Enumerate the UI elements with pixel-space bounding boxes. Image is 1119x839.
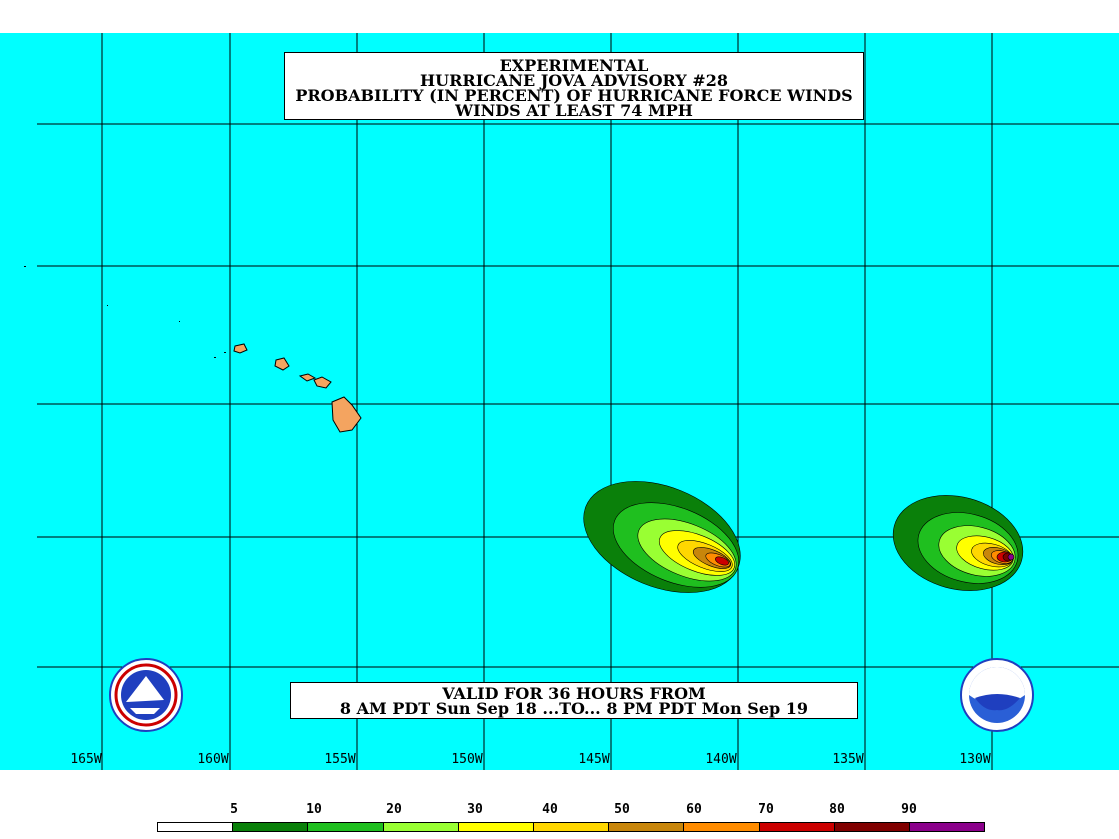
legend-label-10: 10 bbox=[306, 802, 322, 817]
valid-line-2: 8 AM PDT Sun Sep 18 ...TO... 8 PM PDT Mo… bbox=[339, 699, 809, 718]
legend-swatch bbox=[608, 823, 684, 831]
legend-swatch bbox=[158, 823, 233, 831]
small-islets bbox=[24, 266, 226, 358]
lon-label-165w: 165W bbox=[70, 752, 102, 767]
lon-label-145w: 145W bbox=[578, 752, 610, 767]
valid-period-box: VALID FOR 36 HOURS FROM 8 AM PDT Sun Sep… bbox=[290, 682, 858, 719]
legend-swatch bbox=[457, 823, 533, 831]
lon-label-140w: 140W bbox=[705, 752, 737, 767]
nws-logo-icon bbox=[109, 658, 183, 732]
legend-color-bar bbox=[157, 822, 985, 832]
island-oahu bbox=[274, 357, 290, 371]
lat-lon-grid bbox=[37, 33, 1119, 770]
legend-swatch bbox=[908, 823, 985, 831]
map-title-box: EXPERIMENTAL HURRICANE JOVA ADVISORY #28… bbox=[284, 52, 864, 120]
legend-swatch bbox=[232, 823, 308, 831]
lon-label-160w: 160W bbox=[197, 752, 229, 767]
legend-swatch bbox=[758, 823, 834, 831]
title-line-2: HURRICANE JOVA ADVISORY #28 bbox=[420, 71, 728, 90]
legend-label-90: 90 bbox=[901, 802, 917, 817]
ocean-area bbox=[0, 33, 1119, 770]
island-kauai bbox=[233, 343, 248, 354]
legend-swatch bbox=[307, 823, 383, 831]
hawaii-islands bbox=[233, 343, 362, 433]
probability-contours-west bbox=[583, 481, 741, 593]
lon-label-150w: 150W bbox=[451, 752, 483, 767]
island-hawaii bbox=[331, 396, 362, 433]
lon-label-155w: 155W bbox=[324, 752, 356, 767]
legend-label-20: 20 bbox=[386, 802, 402, 817]
legend-label-5: 5 bbox=[230, 802, 238, 817]
legend-label-80: 80 bbox=[829, 802, 845, 817]
lon-label-135w: 135W bbox=[832, 752, 864, 767]
legend-swatch bbox=[382, 823, 458, 831]
legend-swatch bbox=[532, 823, 609, 831]
title-line-1: EXPERIMENTAL bbox=[499, 56, 649, 75]
legend-swatch bbox=[683, 823, 759, 831]
legend-label-30: 30 bbox=[467, 802, 483, 817]
legend-swatch bbox=[833, 823, 909, 831]
valid-line-1: VALID FOR 36 HOURS FROM bbox=[442, 684, 706, 703]
noaa-logo-icon bbox=[960, 658, 1034, 732]
title-line-4: WINDS AT LEAST 74 MPH bbox=[455, 101, 693, 120]
legend-label-50: 50 bbox=[614, 802, 630, 817]
island-maui bbox=[313, 376, 332, 389]
probability-contours-east bbox=[892, 495, 1024, 591]
title-line-3: PROBABILITY (IN PERCENT) OF HURRICANE FO… bbox=[295, 86, 853, 105]
legend-label-70: 70 bbox=[758, 802, 774, 817]
legend-label-40: 40 bbox=[542, 802, 558, 817]
legend-label-60: 60 bbox=[686, 802, 702, 817]
lon-label-130w: 130W bbox=[959, 752, 991, 767]
island-molokai bbox=[298, 373, 317, 382]
